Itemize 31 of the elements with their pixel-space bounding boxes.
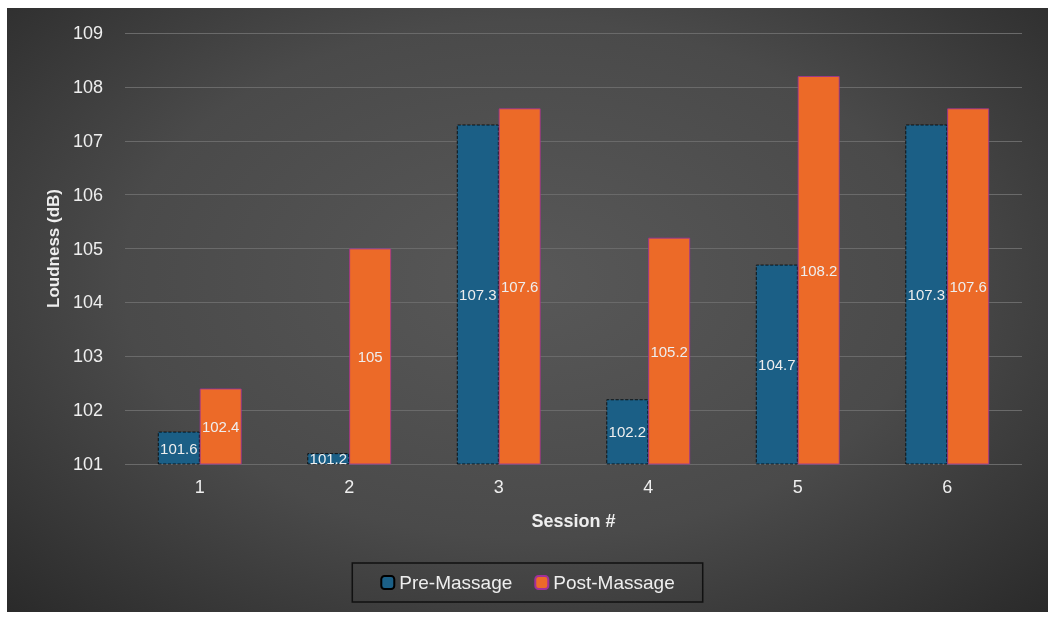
- data-label: 107.6: [500, 277, 539, 295]
- x-tick-label: 3: [493, 477, 504, 497]
- y-tick-label: 105: [73, 238, 104, 259]
- data-label: 105.2: [650, 342, 688, 360]
- data-label: 107.3: [907, 285, 946, 303]
- data-label: 102.2: [608, 423, 647, 441]
- data-label: 105: [357, 347, 383, 365]
- y-tick-label: 106: [73, 184, 104, 205]
- data-label: 107.3: [459, 285, 497, 303]
- y-tick-label: 108: [73, 76, 104, 97]
- y-tick-label: 101: [73, 454, 104, 474]
- y-tick-label: 109: [73, 23, 104, 43]
- x-tick-label: 5: [792, 477, 803, 497]
- y-tick-label: 103: [73, 346, 104, 367]
- legend-label: Pre-Massage: [399, 572, 513, 593]
- y-tick-label: 102: [73, 400, 104, 421]
- x-tick-label: 4: [643, 477, 654, 497]
- data-label: 107.6: [949, 277, 987, 295]
- data-label: 101.6: [160, 439, 198, 457]
- legend-label: Post-Massage: [553, 572, 675, 593]
- x-axis-title: Session #: [531, 511, 616, 531]
- x-tick-label: 2: [344, 477, 355, 497]
- x-tick-label: 1: [194, 477, 205, 497]
- data-label: 102.4: [201, 417, 240, 435]
- x-tick-label: 6: [942, 477, 953, 497]
- y-tick-label: 104: [73, 292, 104, 313]
- y-tick-label: 107: [73, 130, 104, 151]
- y-axis-title: Loudness (dB): [44, 189, 64, 308]
- data-label: 104.7: [758, 356, 796, 374]
- data-label: 101.2: [309, 450, 348, 468]
- data-label: 108.2: [799, 261, 838, 279]
